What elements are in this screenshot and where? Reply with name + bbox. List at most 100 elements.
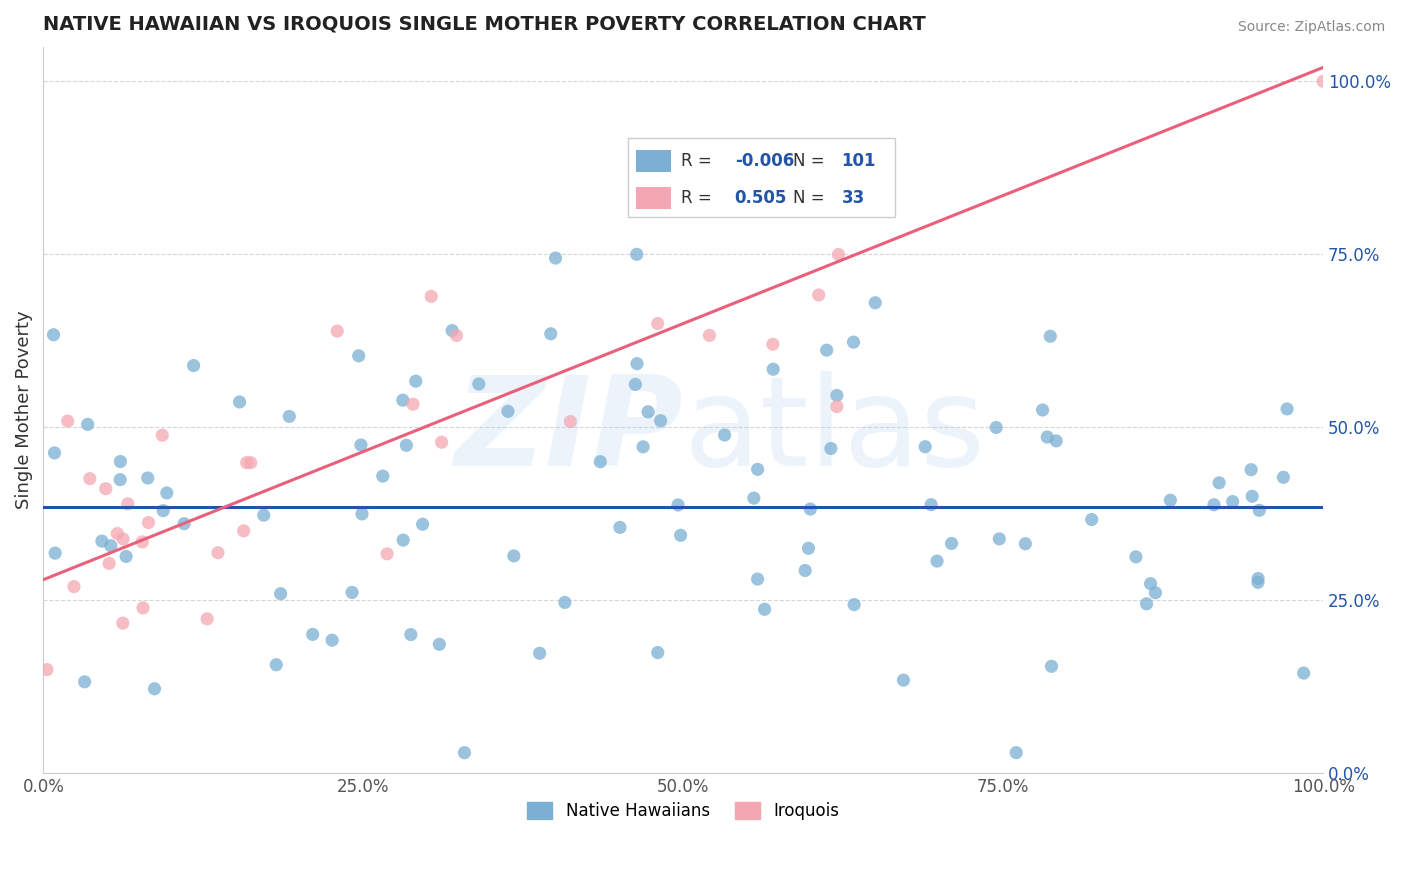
Point — [825, 388, 848, 402]
Point — [405, 374, 427, 388]
Point — [35, 663, 58, 677]
Point — [1040, 659, 1063, 673]
Point — [264, 657, 287, 672]
Point — [301, 627, 323, 641]
Point — [420, 289, 443, 303]
Point — [496, 404, 519, 418]
Point — [647, 646, 669, 660]
Point — [797, 541, 820, 556]
Point — [1312, 74, 1334, 88]
Point — [1014, 537, 1036, 551]
Point — [650, 414, 672, 428]
Text: ZIP: ZIP — [454, 371, 683, 492]
Text: Source: ZipAtlas.com: Source: ZipAtlas.com — [1237, 20, 1385, 34]
Point — [1202, 498, 1225, 512]
Point — [131, 535, 153, 549]
Point — [762, 362, 785, 376]
Point — [589, 455, 612, 469]
Point — [865, 295, 887, 310]
Point — [742, 491, 765, 505]
Point — [173, 516, 195, 531]
Point — [893, 673, 915, 687]
Point — [1241, 489, 1264, 503]
Point — [468, 376, 491, 391]
Point — [115, 549, 138, 564]
Point — [441, 324, 464, 338]
Point — [239, 456, 262, 470]
Point — [626, 247, 648, 261]
Point — [79, 472, 101, 486]
Point — [807, 288, 830, 302]
Point — [529, 646, 551, 660]
Text: -0.006: -0.006 — [735, 152, 794, 169]
Point — [1005, 746, 1028, 760]
Point — [624, 377, 647, 392]
Point — [111, 616, 134, 631]
Point — [544, 251, 567, 265]
Point — [1045, 434, 1067, 448]
Point — [375, 547, 398, 561]
Point — [132, 600, 155, 615]
Point — [117, 497, 139, 511]
Point — [502, 549, 524, 563]
Point — [44, 446, 66, 460]
Legend: Native Hawaiians, Iroquois: Native Hawaiians, Iroquois — [520, 796, 846, 827]
Point — [1159, 493, 1181, 508]
Point — [270, 587, 292, 601]
Point — [626, 357, 648, 371]
Point — [920, 498, 942, 512]
Point — [540, 326, 562, 341]
Y-axis label: Single Mother Poverty: Single Mother Poverty — [15, 310, 32, 509]
Point — [560, 415, 582, 429]
Point — [73, 674, 96, 689]
Point — [152, 503, 174, 517]
Point — [815, 343, 838, 358]
Point — [631, 440, 654, 454]
Point — [143, 681, 166, 696]
Point — [1292, 666, 1315, 681]
Point — [1135, 597, 1157, 611]
Point — [183, 359, 205, 373]
Point — [794, 564, 817, 578]
Point — [350, 438, 373, 452]
Point — [713, 428, 735, 442]
Point — [44, 546, 66, 560]
Point — [1032, 403, 1054, 417]
Point — [98, 557, 121, 571]
Point — [669, 528, 692, 542]
Point — [747, 462, 769, 476]
Text: N =: N = — [793, 189, 835, 207]
Point — [150, 428, 173, 442]
Point — [392, 393, 415, 408]
Point — [914, 440, 936, 454]
Point — [1275, 401, 1298, 416]
Point — [842, 335, 865, 350]
Point — [138, 516, 160, 530]
Point — [637, 405, 659, 419]
Point — [427, 637, 450, 651]
Point — [925, 554, 948, 568]
Point — [94, 482, 117, 496]
Point — [412, 517, 434, 532]
Point — [42, 327, 65, 342]
Point — [554, 595, 576, 609]
Point — [63, 580, 86, 594]
Text: 0.505: 0.505 — [735, 189, 787, 207]
Point — [762, 337, 785, 351]
Text: 33: 33 — [842, 189, 865, 207]
Point — [1240, 463, 1263, 477]
Text: NATIVE HAWAIIAN VS IROQUOIS SINGLE MOTHER POVERTY CORRELATION CHART: NATIVE HAWAIIAN VS IROQUOIS SINGLE MOTHE… — [44, 15, 927, 34]
Point — [195, 612, 218, 626]
Point — [100, 539, 122, 553]
Point — [156, 486, 179, 500]
Point — [371, 469, 394, 483]
Point — [1247, 575, 1270, 590]
Point — [699, 328, 721, 343]
Point — [1249, 503, 1271, 517]
Point — [1080, 512, 1102, 526]
Text: atlas: atlas — [683, 371, 986, 492]
Point — [941, 536, 963, 550]
Point — [988, 532, 1011, 546]
Point — [395, 438, 418, 452]
Point — [754, 602, 776, 616]
